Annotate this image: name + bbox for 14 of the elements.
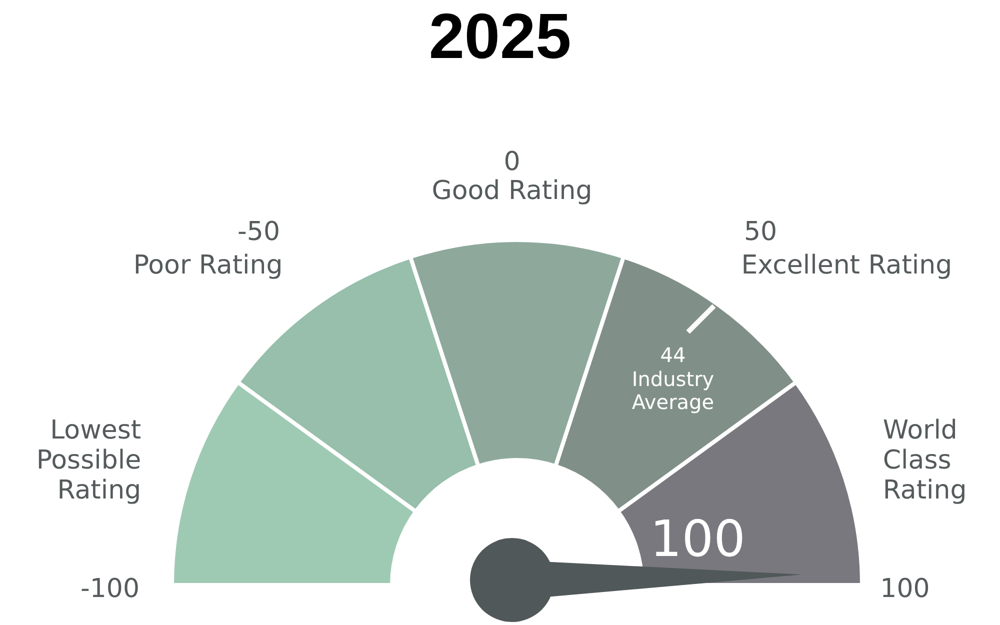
text: 44 — [660, 343, 686, 367]
slice-label: Good Rating — [432, 176, 592, 206]
text: 100 — [650, 510, 746, 568]
text: -50 — [238, 217, 280, 247]
text: Industry Average — [632, 367, 714, 414]
text: 0 — [504, 147, 520, 177]
slice-label: Excellent Rating — [741, 250, 952, 280]
chart-title: 2025 — [428, 0, 572, 72]
text: -100 — [80, 574, 140, 604]
text: 50 — [744, 217, 778, 247]
slice-label: Poor Rating — [133, 250, 283, 280]
slice-label: Lowest Possible Rating — [36, 415, 142, 506]
slice-label: World Class Rating — [882, 415, 967, 506]
text: 100 — [880, 574, 930, 604]
